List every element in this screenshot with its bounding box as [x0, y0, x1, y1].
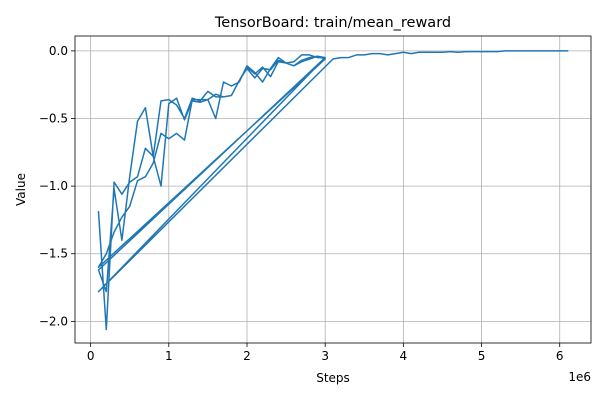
- y-axis-label: Value: [14, 173, 28, 206]
- x-axis-label: Steps: [316, 371, 350, 385]
- x-tick-label: 6: [556, 349, 564, 363]
- x-tick-label: 3: [321, 349, 329, 363]
- x-tick-label: 2: [243, 349, 251, 363]
- y-axis-ticks: 0.0 −0.5 −1.0 −1.5 −2.0: [39, 44, 75, 328]
- chart-title: TensorBoard: train/mean_reward: [214, 15, 451, 31]
- grid-lines: [75, 36, 591, 343]
- x-axis-ticks: 0 1 2 3 4 5 6: [87, 343, 564, 363]
- series-line: [97, 50, 569, 331]
- y-tick-label: 0.0: [49, 44, 68, 58]
- series-layer: [97, 50, 569, 331]
- x-tick-label: 0: [87, 349, 95, 363]
- x-tick-label: 5: [478, 349, 486, 363]
- x-axis-offset-label: 1e6: [568, 370, 591, 384]
- y-tick-label: −1.5: [39, 247, 68, 261]
- y-tick-label: −0.5: [39, 111, 68, 125]
- y-tick-label: −1.0: [39, 179, 68, 193]
- plot-frame: [74, 35, 592, 344]
- x-tick-label: 1: [165, 349, 173, 363]
- x-tick-label: 4: [400, 349, 408, 363]
- y-tick-label: −2.0: [39, 314, 68, 328]
